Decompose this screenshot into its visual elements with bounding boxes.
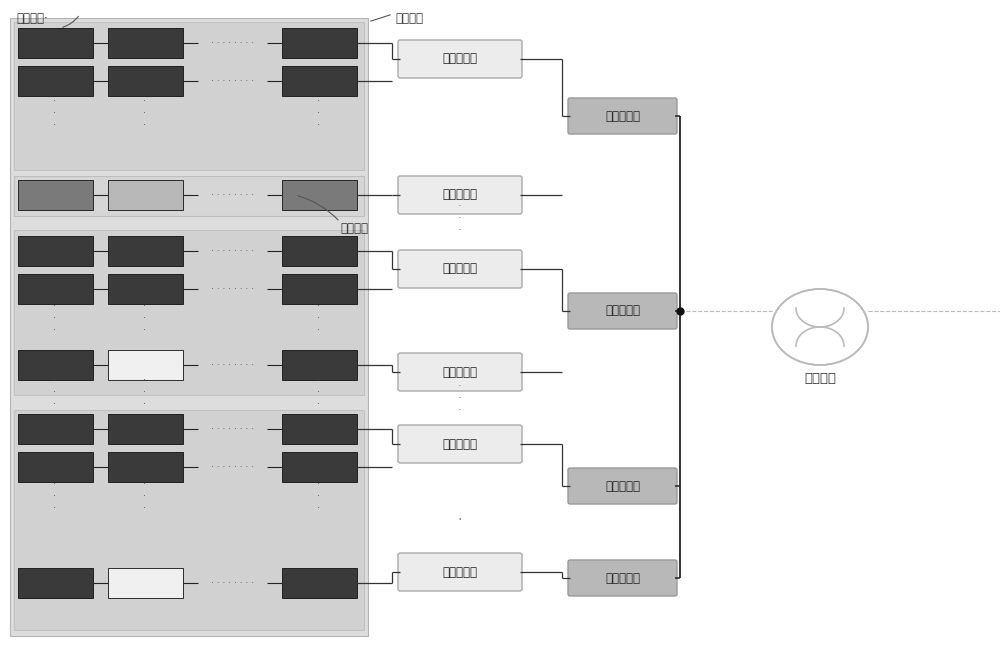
Text: · · · · · · · ·: · · · · · · · · <box>211 284 254 294</box>
Bar <box>282 568 357 598</box>
FancyBboxPatch shape <box>568 560 677 596</box>
Ellipse shape <box>772 289 868 365</box>
Bar <box>14 230 364 395</box>
FancyBboxPatch shape <box>398 40 522 78</box>
Text: ·
·
·: · · · <box>318 301 320 335</box>
FancyBboxPatch shape <box>568 293 677 329</box>
Bar <box>108 66 183 96</box>
Bar <box>282 66 357 96</box>
Text: ·
·
·: · · · <box>144 301 146 335</box>
Bar <box>108 28 183 58</box>
Text: 光伏逆变器: 光伏逆变器 <box>442 262 478 275</box>
Bar <box>18 568 93 598</box>
Bar <box>108 452 183 482</box>
Bar <box>14 410 364 630</box>
Text: ·
·
·: · · · <box>144 375 146 409</box>
Text: ·
·
·: · · · <box>318 375 320 409</box>
Bar <box>14 176 364 216</box>
Text: ·
·
·: · · · <box>54 375 56 409</box>
Text: 光伏逆变器: 光伏逆变器 <box>442 366 478 379</box>
Text: · · · · · · · ·: · · · · · · · · <box>211 360 254 370</box>
Bar <box>18 350 93 380</box>
Bar <box>282 350 357 380</box>
Bar <box>18 28 93 58</box>
Bar <box>108 274 183 304</box>
Bar <box>18 274 93 304</box>
Bar <box>10 18 368 636</box>
FancyBboxPatch shape <box>398 176 522 214</box>
Bar <box>282 236 357 266</box>
Text: ·
·
·: · · · <box>318 479 320 513</box>
Text: ·
·
·: · · · <box>54 479 56 513</box>
Text: 光伏逆变器: 光伏逆变器 <box>442 438 478 451</box>
Text: ·: · <box>458 513 462 527</box>
FancyBboxPatch shape <box>568 468 677 504</box>
Bar <box>18 236 93 266</box>
Text: 光伏逆变器: 光伏逆变器 <box>442 188 478 201</box>
Bar <box>18 66 93 96</box>
Text: 交流配电柜: 交流配电柜 <box>605 109 640 122</box>
Text: ·
·
·: · · · <box>458 201 462 235</box>
Text: · · · · · · · ·: · · · · · · · · <box>211 579 254 587</box>
FancyBboxPatch shape <box>398 250 522 288</box>
Text: ·
·
·: · · · <box>458 381 462 415</box>
Bar <box>282 414 357 444</box>
Bar <box>18 452 93 482</box>
Text: · · · · · · · ·: · · · · · · · · <box>211 77 254 86</box>
Text: 交流配电柜: 交流配电柜 <box>605 305 640 317</box>
Text: · · · · · · · ·: · · · · · · · · <box>211 424 254 434</box>
Bar <box>18 414 93 444</box>
Text: · · · · · · · ·: · · · · · · · · <box>211 190 254 199</box>
Bar <box>282 274 357 304</box>
Bar <box>108 350 183 380</box>
Text: 光伏组件·: 光伏组件· <box>16 12 48 25</box>
FancyBboxPatch shape <box>398 425 522 463</box>
Text: 交流配电柜: 交流配电柜 <box>605 479 640 492</box>
Bar <box>282 452 357 482</box>
Text: 光伏逆变器: 光伏逆变器 <box>442 566 478 579</box>
Text: ·
·
·: · · · <box>54 301 56 335</box>
Text: 光伏逆变器: 光伏逆变器 <box>442 52 478 65</box>
Bar <box>108 568 183 598</box>
Text: · · · · · · · ·: · · · · · · · · <box>211 39 254 48</box>
FancyBboxPatch shape <box>568 98 677 134</box>
Text: ·
·
·: · · · <box>54 96 56 129</box>
Bar <box>108 414 183 444</box>
Bar <box>18 180 93 210</box>
FancyBboxPatch shape <box>398 353 522 391</box>
Text: 交流电网: 交流电网 <box>804 373 836 385</box>
Text: 交流配电柜: 交流配电柜 <box>605 572 640 585</box>
Text: ·
·
·: · · · <box>318 96 320 129</box>
Bar <box>108 180 183 210</box>
Text: ·
·
·: · · · <box>144 479 146 513</box>
FancyBboxPatch shape <box>398 553 522 591</box>
Text: · · · · · · · ·: · · · · · · · · <box>211 462 254 472</box>
Text: · · · · · · · ·: · · · · · · · · <box>211 247 254 256</box>
Bar <box>282 180 357 210</box>
Text: ·
·
·: · · · <box>144 96 146 129</box>
Text: 光伏组串: 光伏组串 <box>340 222 368 235</box>
Bar <box>108 236 183 266</box>
Bar <box>282 28 357 58</box>
Bar <box>14 22 364 170</box>
Text: 光伏阵列: 光伏阵列 <box>395 12 423 25</box>
